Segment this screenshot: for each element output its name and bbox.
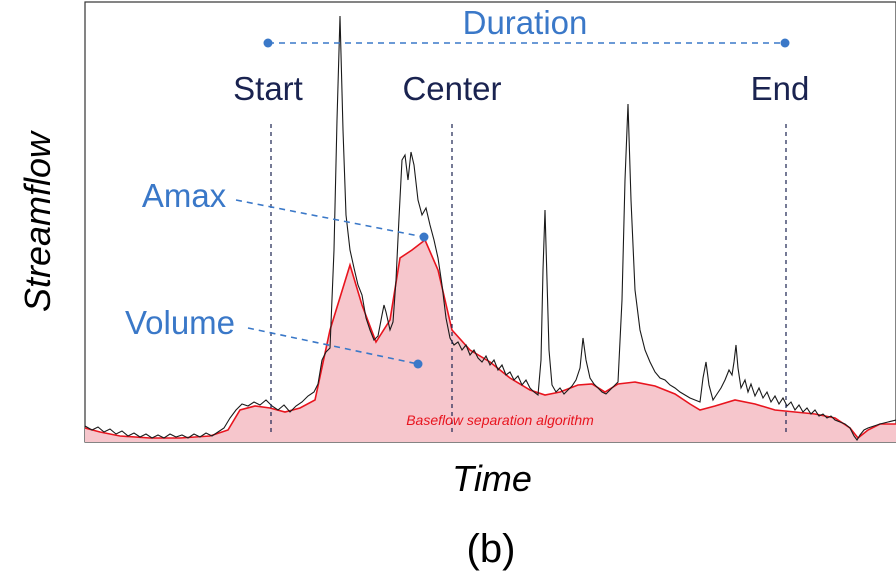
center-label: Center (402, 70, 501, 107)
end-label: End (751, 70, 810, 107)
volume-label: Volume (125, 304, 235, 341)
amax-dot (419, 232, 429, 242)
x-axis-label: Time (452, 458, 532, 499)
baseflow-label: Baseflow separation algorithm (406, 412, 594, 428)
volume-dot (413, 359, 423, 369)
baseflow-area (85, 240, 896, 442)
duration-end-dot (780, 38, 790, 48)
y-axis-label: Streamflow (17, 130, 58, 312)
duration-label: Duration (463, 4, 588, 41)
volume-pointer (247, 327, 419, 365)
duration-start-dot (263, 38, 273, 48)
panel-label: (b) (467, 527, 516, 571)
start-label: Start (233, 70, 303, 107)
baseflow-line (84, 238, 896, 440)
amax-pointer (235, 199, 425, 238)
streamflow-line (84, 15, 896, 441)
amax-label: Amax (142, 177, 227, 214)
